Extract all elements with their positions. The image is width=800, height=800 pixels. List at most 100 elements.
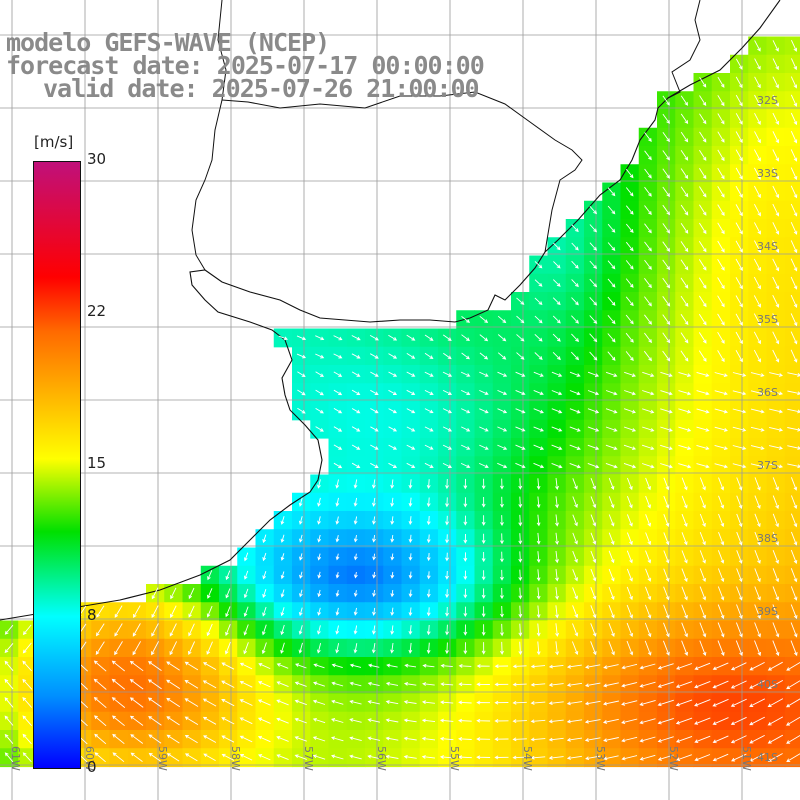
- wind-arrow: [569, 462, 581, 469]
- wind-arrow: [663, 514, 670, 527]
- wind-arrow: [353, 553, 358, 561]
- wind-arrow: [698, 332, 707, 344]
- wind-arrow: [512, 755, 527, 760]
- wind-arrow: [406, 389, 416, 395]
- wind-arrow: [166, 753, 180, 762]
- wind-arrow: [717, 149, 725, 162]
- wind-arrow: [590, 496, 597, 509]
- lon-label-59w: 59W: [156, 746, 169, 771]
- wind-arrow: [657, 717, 674, 725]
- wind-arrow: [408, 571, 413, 580]
- wind-arrow: [463, 478, 468, 490]
- wind-arrow: [494, 700, 509, 705]
- speed-cell: [784, 36, 800, 56]
- wind-arrow: [767, 753, 783, 762]
- wind-arrow: [608, 550, 615, 564]
- wind-arrow: [548, 719, 564, 724]
- speed-cell: [784, 547, 800, 567]
- valid-date: valid date: 2025-07-26 21:00:00: [43, 74, 480, 103]
- wind-arrow: [750, 372, 765, 377]
- wind-arrow: [625, 223, 634, 234]
- wind-arrow: [769, 408, 784, 414]
- wind-arrow: [660, 371, 673, 377]
- wind-arrow: [552, 351, 561, 361]
- wind-arrow: [426, 497, 431, 508]
- wind-arrow: [786, 661, 800, 671]
- wind-arrow: [112, 752, 125, 763]
- wind-arrow: [694, 717, 711, 725]
- wind-arrow: [294, 754, 307, 760]
- wind-arrow: [718, 495, 725, 509]
- wind-arrow: [406, 462, 416, 468]
- wind-arrow: [463, 570, 468, 581]
- wind-arrow: [534, 279, 543, 287]
- wind-arrow: [681, 604, 688, 619]
- lon-label-58w: 58W: [229, 746, 242, 771]
- wind-arrow: [662, 314, 671, 325]
- wind-arrow: [370, 462, 379, 468]
- wind-arrow: [790, 149, 798, 162]
- wind-arrow: [749, 753, 765, 762]
- wind-arrow: [460, 462, 471, 469]
- wind-arrow: [681, 586, 688, 601]
- wind-arrow: [754, 477, 761, 491]
- wind-arrow: [262, 589, 267, 598]
- wind-arrow: [680, 113, 689, 125]
- wind-arrow: [623, 426, 637, 432]
- wind-arrow: [787, 372, 800, 377]
- wind-arrow: [790, 495, 798, 510]
- wind-arrow: [536, 532, 541, 545]
- wind-arrow: [735, 258, 743, 272]
- wind-arrow: [680, 95, 689, 106]
- wind-arrow: [388, 334, 398, 341]
- wind-arrow: [114, 641, 123, 656]
- wind-arrow: [276, 735, 289, 742]
- wind-arrow: [785, 698, 800, 708]
- wind-arrow: [94, 752, 106, 763]
- wind-arrow: [790, 58, 798, 71]
- wind-arrow: [445, 515, 449, 526]
- wind-arrow: [590, 550, 597, 564]
- wind-arrow: [315, 353, 325, 359]
- wind-arrow: [639, 699, 656, 706]
- wind-arrow: [699, 77, 707, 88]
- wind-arrow: [625, 241, 634, 252]
- wind-arrow: [644, 314, 652, 325]
- speed-cell: [784, 255, 800, 275]
- wind-arrow: [151, 641, 159, 656]
- wind-arrow: [772, 40, 779, 52]
- speed-cell: [784, 146, 800, 165]
- wind-arrow: [479, 371, 489, 377]
- wind-arrow: [680, 241, 689, 253]
- wind-arrow: [422, 663, 435, 668]
- wind-arrow: [566, 682, 583, 687]
- wind-arrow: [96, 605, 105, 618]
- wind-arrow: [221, 753, 235, 761]
- wind-arrow: [129, 697, 144, 708]
- wind-arrow: [369, 353, 379, 359]
- wind-arrow: [555, 478, 559, 491]
- wind-arrow: [461, 352, 470, 360]
- wind-arrow: [494, 755, 509, 760]
- wind-arrow: [644, 278, 652, 289]
- wind-arrow: [333, 408, 343, 414]
- wind-arrow: [390, 516, 395, 525]
- wind-arrow: [790, 294, 798, 308]
- wind-arrow: [587, 426, 600, 432]
- wind-arrow: [202, 662, 217, 670]
- wind-arrow: [4, 733, 14, 744]
- wind-arrow: [644, 622, 652, 638]
- wind-arrow: [390, 497, 395, 507]
- wind-arrow: [584, 719, 601, 724]
- wind-arrow: [572, 496, 578, 509]
- wind-arrow: [732, 426, 747, 432]
- wind-arrow: [621, 700, 638, 706]
- wind-arrow: [536, 605, 541, 619]
- wind-arrow: [680, 131, 689, 143]
- wind-arrow: [476, 718, 491, 723]
- wind-arrow: [239, 754, 253, 761]
- wind-arrow: [445, 589, 449, 599]
- wind-arrow: [500, 551, 504, 563]
- wind-arrow: [445, 534, 449, 544]
